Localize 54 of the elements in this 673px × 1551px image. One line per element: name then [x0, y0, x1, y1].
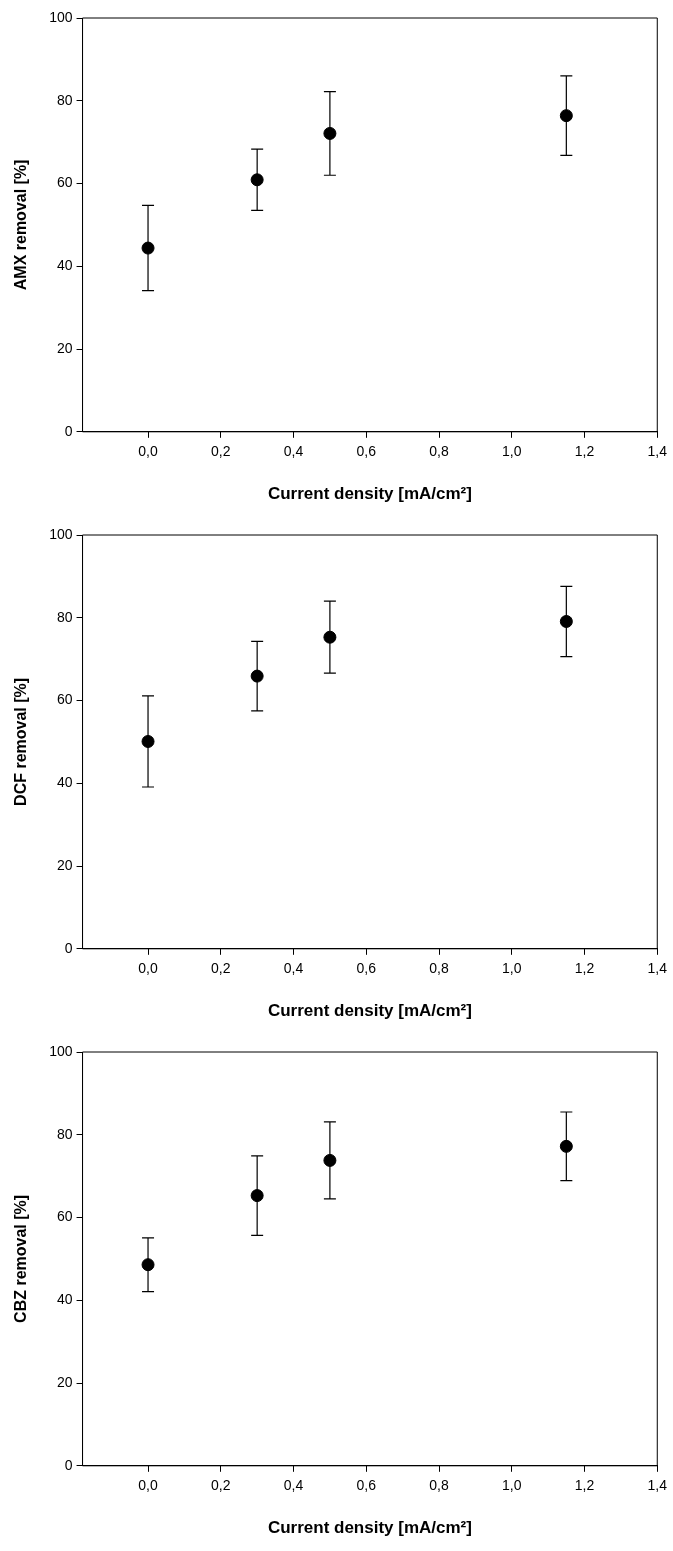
- x-tick-label: 0,8: [429, 960, 449, 977]
- y-tick-label: 100: [49, 1042, 73, 1059]
- x-tick-label: 0,6: [356, 960, 377, 977]
- x-axis-title: Current density [mA/cm²]: [267, 484, 472, 504]
- point: [559, 1139, 573, 1153]
- x-tick-label: 0,8: [429, 443, 449, 460]
- y-tick-label: 60: [56, 691, 73, 708]
- x-tick-label: 0,6: [356, 443, 377, 460]
- point: [250, 1189, 264, 1203]
- y-axis-title: CBZ removal [%]: [12, 1194, 30, 1323]
- point: [250, 669, 264, 683]
- y-tick-label: 100: [49, 8, 73, 25]
- x-tick-label: 1,0: [502, 1477, 522, 1494]
- y-tick-label: 0: [64, 1456, 73, 1473]
- x-tick-label: 0,8: [429, 1477, 449, 1494]
- y-axis-title: AMX removal [%]: [12, 159, 30, 291]
- y-tick-label: 0: [64, 422, 73, 439]
- x-tick-label: 0,4: [283, 1477, 304, 1494]
- y-tick-label: 40: [56, 257, 73, 274]
- x-tick-label: 1,4: [647, 960, 668, 977]
- x-axis-title: Current density [mA/cm²]: [267, 1001, 472, 1021]
- x-tick-label: 1,2: [574, 1477, 595, 1494]
- point: [559, 614, 573, 628]
- y-axis-title: DCF removal [%]: [12, 677, 30, 806]
- x-tick-label: 1,4: [647, 443, 668, 460]
- x-tick-label: 0,2: [211, 443, 231, 460]
- x-tick-label: 0,6: [356, 1477, 377, 1494]
- y-tick-label: 80: [56, 91, 73, 108]
- x-tick-label: 0,4: [283, 443, 304, 460]
- x-tick-label: 1,2: [574, 443, 595, 460]
- x-tick-label: 1,2: [574, 960, 595, 977]
- y-tick-label: 60: [56, 174, 73, 191]
- x-tick-label: 1,0: [502, 960, 522, 977]
- x-tick-label: 0,2: [211, 1477, 231, 1494]
- x-tick-label: 0,0: [138, 1477, 158, 1494]
- x-axis-title: Current density [mA/cm²]: [267, 1518, 472, 1538]
- y-tick-label: 40: [56, 1291, 73, 1308]
- y-tick-label: 40: [56, 774, 73, 791]
- y-tick-label: 0: [64, 939, 73, 956]
- y-tick-label: 80: [56, 608, 73, 625]
- y-tick-label: 100: [49, 525, 73, 542]
- x-tick-label: 1,0: [502, 443, 522, 460]
- y-tick-label: 20: [56, 339, 73, 356]
- point: [559, 109, 573, 123]
- y-tick-label: 60: [56, 1208, 73, 1225]
- x-tick-label: 0,0: [138, 443, 158, 460]
- x-tick-label: 1,4: [647, 1477, 668, 1494]
- x-tick-label: 0,0: [138, 960, 158, 977]
- y-tick-label: 20: [56, 856, 73, 873]
- y-tick-label: 80: [56, 1125, 73, 1142]
- x-tick-label: 0,4: [283, 960, 304, 977]
- point: [250, 173, 264, 187]
- x-tick-label: 0,2: [211, 960, 231, 977]
- y-tick-label: 20: [56, 1373, 73, 1390]
